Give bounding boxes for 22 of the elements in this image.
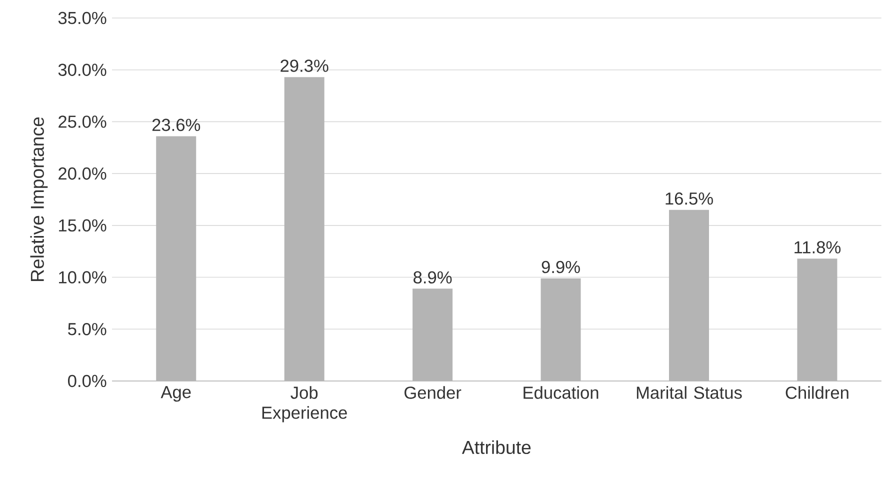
y-tick-label: 35.0% bbox=[58, 12, 106, 24]
data-label: 29.3% bbox=[280, 60, 328, 72]
x-tick-label: Children bbox=[786, 386, 848, 399]
x-tick-label: Education bbox=[524, 386, 598, 399]
y-tick-label: 20.0% bbox=[58, 167, 106, 180]
y-tick-label: 0.0% bbox=[68, 374, 106, 388]
y-tick-label: 5.0% bbox=[68, 322, 106, 336]
x-axis-title: Attribute bbox=[462, 440, 531, 454]
y-tick-label: 15.0% bbox=[59, 219, 106, 232]
x-tick-label: Age bbox=[160, 386, 191, 402]
x-tick-label: Job Experience bbox=[262, 386, 347, 422]
x-tick-label: Gender bbox=[404, 386, 462, 399]
y-axis-title: Relative Importance bbox=[30, 117, 48, 281]
data-label: 11.8% bbox=[794, 241, 841, 254]
x-tick-label: Marital Status bbox=[636, 386, 742, 399]
data-label: 16.5% bbox=[666, 192, 713, 205]
y-tick-label: 30.0% bbox=[58, 64, 106, 76]
data-label: 8.9% bbox=[414, 271, 452, 284]
y-tick-label: 25.0% bbox=[58, 116, 106, 128]
y-tick-label: 10.0% bbox=[59, 271, 106, 284]
data-label: 23.6% bbox=[152, 118, 200, 132]
data-label: 9.9% bbox=[542, 260, 580, 274]
